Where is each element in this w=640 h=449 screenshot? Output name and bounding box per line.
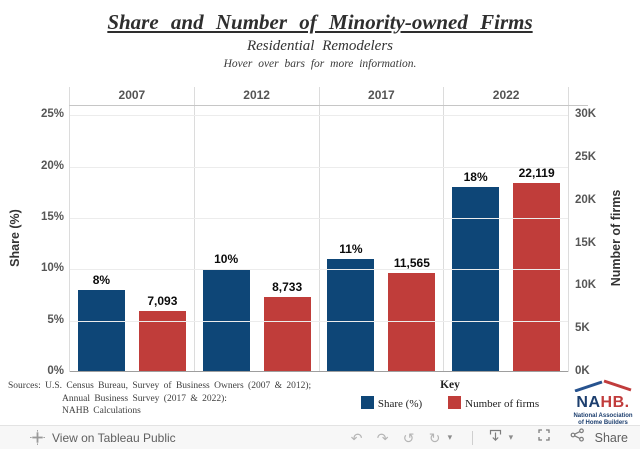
year-column-2022: 2022 18% 22,119: [443, 87, 568, 372]
refresh-icon[interactable]: ↻: [428, 429, 441, 446]
right-axis-tick: 30K: [575, 108, 597, 120]
undo-icon[interactable]: ↶: [350, 429, 363, 446]
year-label: 2022: [492, 88, 520, 102]
bar-wrap: 8%: [77, 273, 125, 372]
right-axis-title: Number of firms: [609, 189, 623, 287]
nahb-hb: HB.: [600, 394, 630, 411]
right-axis-tick: 15K: [575, 237, 597, 249]
bar-value-label: 11,565: [393, 256, 430, 270]
view-on-tableau-public-label: View on Tableau Public: [52, 430, 176, 445]
left-axis-tick: 10%: [40, 262, 64, 274]
bar-group: 11% 11,565: [320, 105, 444, 372]
bar-group: 10% 8,733: [195, 105, 319, 372]
bar-share%-2012[interactable]: [202, 269, 250, 372]
bar-value-label: 22,119: [518, 166, 555, 180]
share-icon[interactable]: [565, 428, 591, 447]
year-label: 2007: [118, 88, 146, 102]
nahb-wordmark: NAHB.: [571, 395, 635, 411]
legend: Key Share (%) Number of firms: [340, 379, 560, 410]
year-column-2017: 2017 11% 11,565: [318, 87, 444, 372]
bar-numberoffirms-2022[interactable]: [513, 183, 561, 372]
bar-wrap: 8,733: [263, 280, 311, 372]
column-header-divider: [69, 105, 588, 106]
toolbar-actions: ↶ ↷ ↺ ↻ ▾ ▾: [344, 428, 628, 448]
year-label: 2017: [368, 88, 395, 102]
bar-value-label: 10%: [214, 252, 239, 266]
nahb-tagline-2: of Home Builders: [578, 419, 628, 426]
legend-label: Share (%): [377, 398, 423, 410]
legend-title: Key: [440, 379, 460, 391]
tableau-logo-icon: [30, 430, 45, 445]
right-axis-tick: 20K: [575, 194, 597, 206]
bar-value-label: 8%: [92, 273, 111, 287]
page-title: Share and Number of Minority-owned Firms: [107, 10, 533, 34]
legend-item-numberoffirms[interactable]: Number of firms: [448, 396, 539, 410]
legend-items: Share (%) Number of firms: [340, 396, 560, 410]
legend-swatch: [448, 396, 462, 409]
bar-group: 18% 22,119: [444, 105, 568, 372]
year-column-2012: 2012 10% 8,733: [193, 87, 319, 372]
view-on-tableau-public-link[interactable]: View on Tableau Public: [30, 430, 176, 445]
bar-wrap: 22,119: [513, 166, 561, 372]
nahb-roof-icon: [574, 379, 632, 393]
right-axis-tick: 5K: [575, 322, 590, 334]
plot-area: 2007 8% 7,093 2012 10% 8,733 2017 11% 11,565 2022…: [69, 87, 569, 372]
sources-note: Sources: U.S. Census Bureau, Survey of B…: [8, 380, 311, 418]
reset-icon[interactable]: ↺: [402, 429, 415, 446]
sources-line-3: NAHB Calculations: [62, 406, 141, 416]
bar-wrap: 10%: [202, 252, 250, 372]
legend-swatch: [360, 396, 374, 409]
bar-share%-2017[interactable]: [327, 259, 375, 372]
bar-value-label: 18%: [463, 170, 488, 184]
share-label[interactable]: Share: [594, 430, 628, 445]
left-axis-tick: 20%: [40, 160, 64, 172]
nahb-tagline-1: National Association: [573, 413, 633, 419]
sources-line-2: Annual Business Survey (2017 & 2022):: [62, 393, 227, 404]
gridline-layer: [70, 105, 568, 372]
chart-header: Share and Number of Minority-owned Firms…: [0, 10, 640, 70]
chart-subtitle: Residential Remodelers: [246, 38, 394, 54]
bar-value-label: 7,093: [147, 294, 178, 308]
gridline: [70, 218, 568, 219]
left-axis-tick: 15%: [40, 211, 64, 223]
gridline: [70, 115, 568, 116]
bar-numberoffirms-2017[interactable]: [388, 273, 436, 372]
left-axis-tick: 0%: [47, 365, 64, 377]
redo-icon[interactable]: ↷: [376, 429, 389, 446]
right-axis-tick: 0K: [575, 365, 590, 377]
bar-wrap: 11%: [327, 242, 375, 372]
chevron-down-icon[interactable]: ▾: [447, 432, 453, 442]
bar-share%-2022[interactable]: [452, 187, 500, 372]
tableau-toolbar: View on Tableau Public ↶ ↷ ↺ ↻ ▾ ▾: [0, 425, 640, 449]
right-axis-tick: 25K: [575, 151, 597, 163]
nahb-na: NA: [576, 394, 601, 411]
left-axis-tick: 5%: [47, 314, 64, 326]
sources-line-1: Sources: U.S. Census Bureau, Survey of B…: [8, 381, 312, 391]
toolbar-divider: [471, 430, 473, 445]
bar-value-label: 11%: [339, 242, 363, 256]
bar-wrap: 11,565: [388, 256, 436, 372]
year-label: 2012: [243, 88, 270, 102]
left-axis-title: Share (%): [8, 209, 22, 267]
hover-hint-text: Hover over bars for more information.: [223, 58, 417, 70]
gridline: [70, 269, 568, 270]
fullscreen-icon[interactable]: [531, 428, 557, 447]
right-axis-tick: 10K: [575, 279, 597, 291]
left-axis-tick: 25%: [40, 108, 64, 120]
bar-share%-2007[interactable]: [77, 290, 125, 372]
legend-label: Number of firms: [465, 398, 540, 410]
bar-numberoffirms-2012[interactable]: [263, 297, 311, 372]
x-axis-baseline: [70, 371, 568, 372]
legend-item-share%[interactable]: Share (%): [360, 396, 423, 410]
gridline: [70, 167, 568, 168]
download-icon[interactable]: [483, 428, 509, 448]
gridline: [70, 321, 568, 322]
bar-wrap: 18%: [452, 170, 500, 372]
nahb-logo: NAHB. National Association of Home Build…: [571, 379, 635, 426]
bar-value-label: 8,733: [272, 280, 303, 294]
nahb-tagline: National Association of Home Builders: [571, 413, 635, 426]
download-chevron-icon[interactable]: ▾: [508, 432, 514, 442]
